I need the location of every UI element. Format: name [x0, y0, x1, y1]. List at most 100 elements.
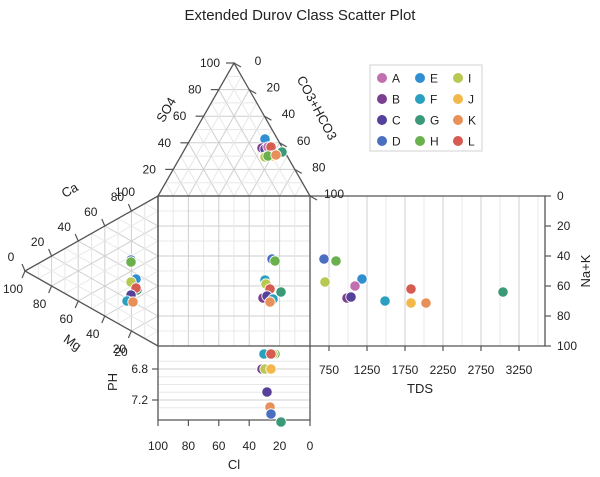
legend-label-d: D — [392, 135, 401, 149]
tick-label: 100 — [324, 187, 344, 201]
top-triangle-grid — [210, 102, 265, 197]
tick-label: 80 — [557, 309, 571, 323]
left-triangle-grid — [91, 270, 159, 309]
co3-hco3-axis-label: CO3+HCO3 — [294, 73, 340, 142]
tick-label: 40 — [282, 107, 296, 121]
tick-label: 2750 — [468, 363, 495, 377]
tick-label: 100 — [148, 439, 168, 453]
legend-marker-b — [377, 94, 387, 104]
plot-frames — [23, 61, 546, 421]
tick-label: 80 — [182, 439, 196, 453]
data-point-j — [405, 297, 417, 309]
data-point-j — [265, 363, 277, 375]
tick-label: 6.8 — [131, 362, 148, 376]
tick-mark — [309, 195, 318, 201]
top-triangle-grid — [203, 102, 258, 197]
na-k-axis-label: Na+K — [578, 254, 593, 287]
tick-mark — [248, 89, 257, 95]
tick-mark — [21, 263, 26, 272]
data-point-k — [270, 149, 282, 161]
tick-label: 3250 — [506, 363, 533, 377]
top-triangle-grid — [180, 155, 205, 197]
tick-label: 20 — [143, 162, 157, 176]
data-point-c — [261, 386, 273, 398]
legend-marker-c — [377, 115, 387, 125]
tick-mark — [101, 315, 106, 324]
tick-mark — [74, 233, 79, 242]
tick-label: 0 — [8, 250, 15, 264]
legend-marker-j — [453, 94, 463, 104]
tick-mark — [48, 285, 53, 294]
left-triangle-grid — [51, 255, 159, 317]
legend-label-f: F — [430, 93, 437, 107]
tick-label: 100 — [200, 56, 220, 70]
legend-label-b: B — [392, 93, 400, 107]
left-triangle-grid — [38, 210, 159, 279]
legend-marker-f — [415, 94, 425, 104]
legend-label-i: I — [468, 72, 471, 86]
data-point-a — [349, 280, 361, 292]
top-triangle-grid — [187, 89, 250, 197]
tick-label: 40 — [243, 439, 257, 453]
top-triangle-grid — [218, 89, 281, 197]
cl-axis-label: Cl — [228, 457, 240, 472]
tick-label: 80 — [188, 83, 202, 97]
tick-mark — [127, 330, 132, 339]
top-triangle-grid — [172, 76, 243, 197]
data-point-d — [265, 408, 277, 420]
top-triangle-grid — [294, 182, 303, 197]
data-point-g — [275, 286, 287, 298]
tick-label: 0 — [557, 189, 564, 203]
legend-label-a: A — [392, 72, 400, 86]
legend-marker-g — [415, 115, 425, 125]
data-point-i — [319, 276, 331, 288]
data-point-l — [265, 348, 277, 360]
tick-label: 60 — [212, 439, 226, 453]
legend-marker-i — [453, 73, 463, 83]
tick-mark — [233, 62, 242, 68]
tick-label: 80 — [33, 297, 47, 311]
tick-label: 1750 — [392, 363, 419, 377]
axis-ticks — [21, 62, 551, 426]
chart-title: Extended Durov Class Scatter Plot — [185, 7, 417, 24]
tick-label: 20 — [114, 345, 128, 359]
tick-mark — [264, 115, 272, 121]
center-square-frame — [157, 195, 311, 347]
data-point-h — [269, 255, 281, 267]
tick-mark — [294, 168, 303, 174]
data-point-h — [125, 256, 137, 268]
tick-label: 60 — [173, 109, 187, 123]
tick-label: 2250 — [430, 363, 457, 377]
tick-label: 20 — [31, 235, 45, 249]
data-point-e — [356, 273, 368, 285]
data-point-l — [405, 283, 417, 295]
tick-mark — [48, 248, 53, 257]
data-point-d — [318, 253, 330, 265]
data-point-k — [127, 296, 139, 308]
left-triangle-grid — [51, 225, 159, 287]
tick-label: 0 — [307, 439, 314, 453]
left-triangle-grid — [64, 240, 159, 294]
tick-label: 0 — [255, 54, 262, 68]
left-triangle-grid — [117, 300, 159, 324]
tick-label: 40 — [158, 136, 172, 150]
tick-label: 100 — [115, 185, 135, 199]
tick-label: 40 — [557, 249, 571, 263]
legend-label-j: J — [468, 93, 474, 107]
mg-axis-label: Mg — [61, 331, 84, 354]
data-point-k — [420, 297, 432, 309]
top-triangle-grid — [195, 129, 235, 197]
tick-mark — [21, 270, 26, 279]
tick-mark — [279, 142, 287, 148]
tick-label: 60 — [297, 134, 311, 148]
top-triangle-grid — [263, 155, 288, 197]
legend-label-g: G — [430, 114, 439, 128]
tick-label: 40 — [58, 220, 72, 234]
tick-label: 7.2 — [131, 393, 148, 407]
tick-label: 80 — [111, 190, 125, 204]
tick-label: 60 — [557, 279, 571, 293]
legend-label-c: C — [392, 114, 401, 128]
tds-axis-label: TDS — [407, 381, 433, 396]
legend-marker-h — [415, 136, 425, 146]
